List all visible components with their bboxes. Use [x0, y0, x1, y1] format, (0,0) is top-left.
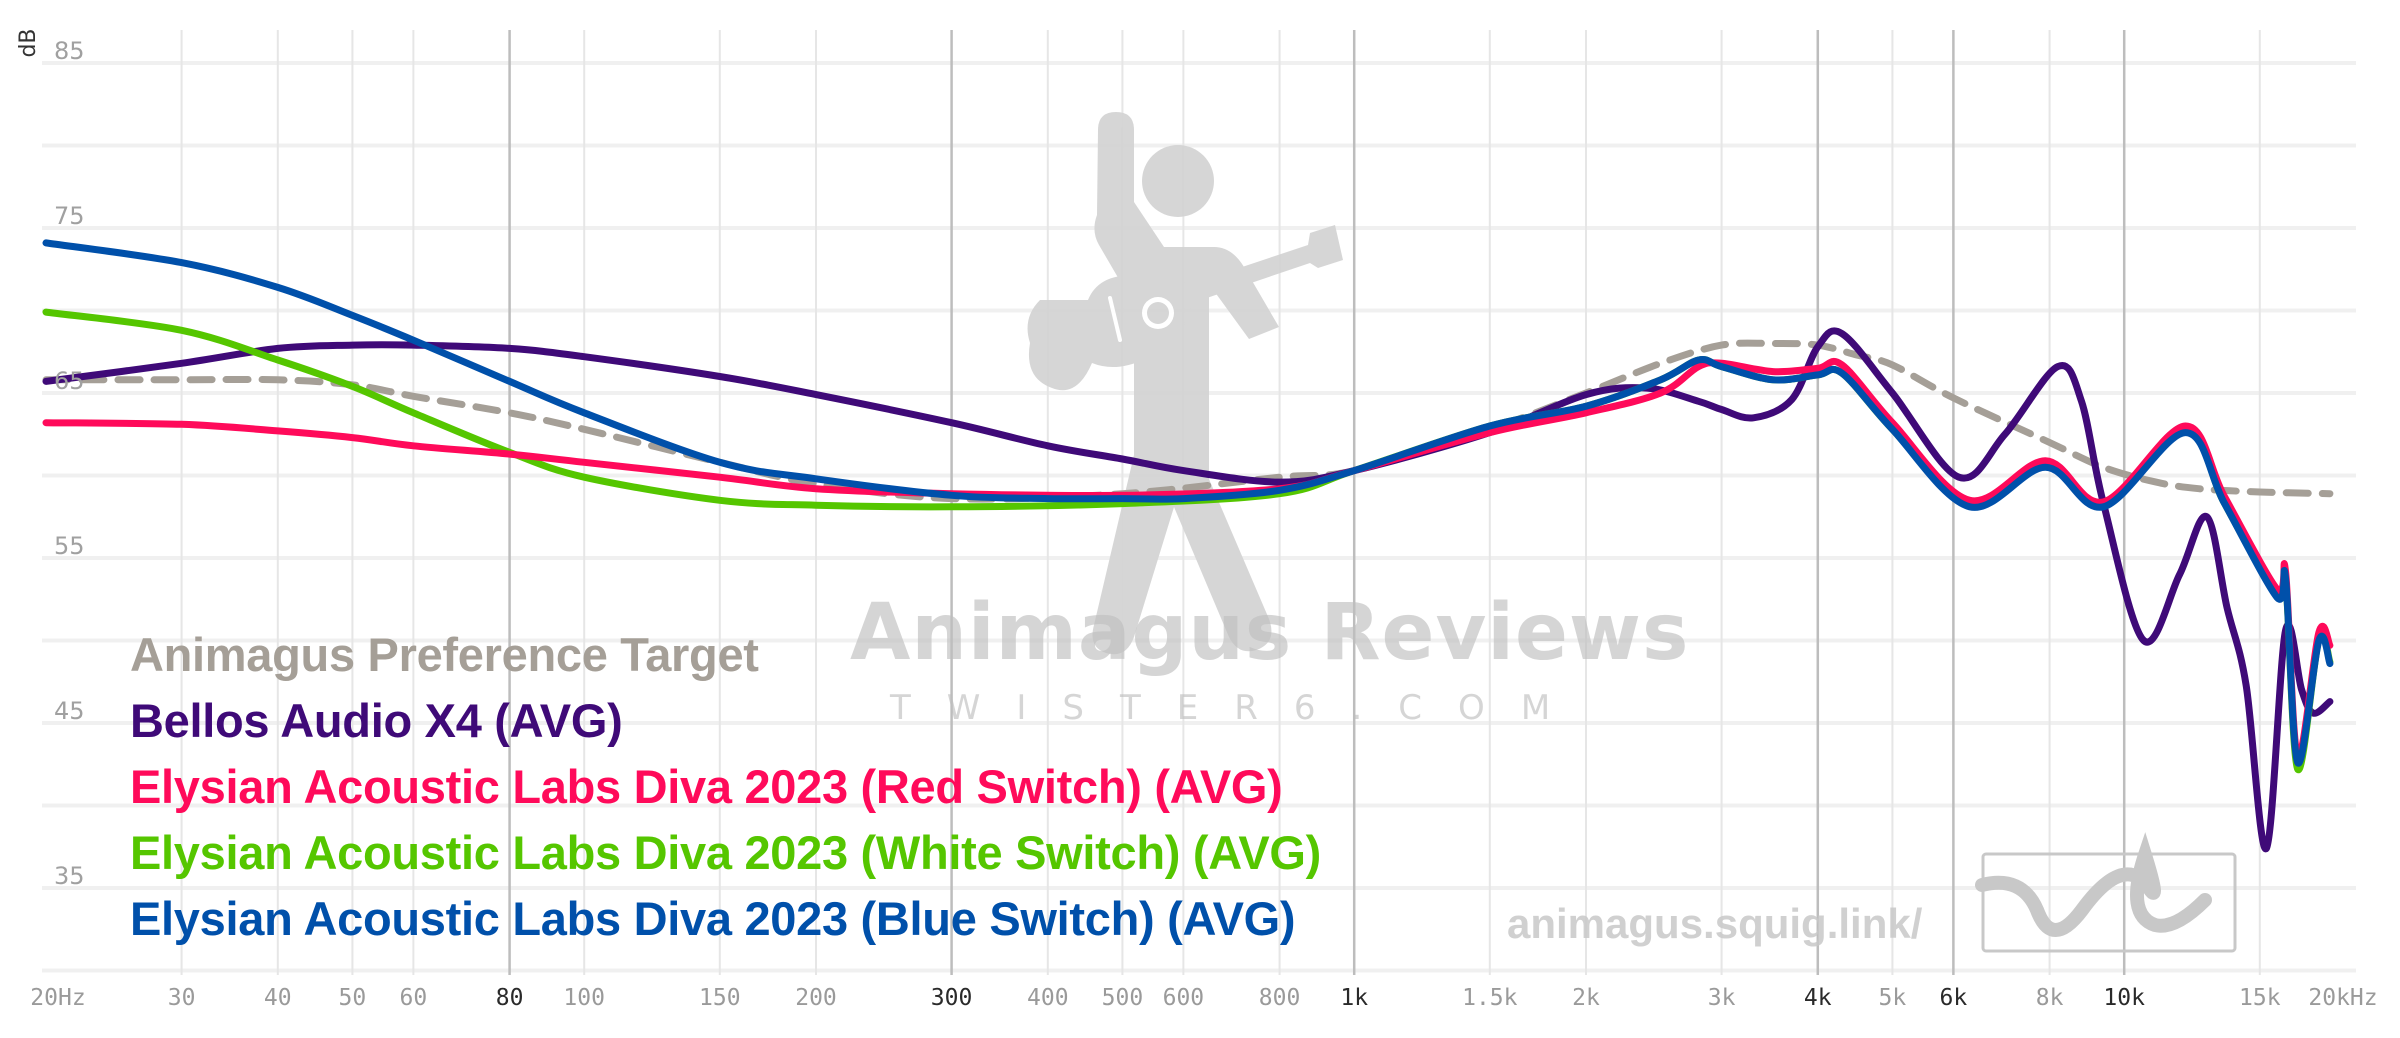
- x-tick-label: 500: [1101, 985, 1144, 1011]
- x-tick-label: 1k: [1340, 985, 1369, 1011]
- diva-blue-curve: [42, 239, 2334, 767]
- x-tick-label: 150: [699, 985, 741, 1011]
- legend-item-diva-white[interactable]: Elysian Acoustic Labs Diva 2023 (White S…: [130, 826, 1322, 879]
- bellos-x4-curve: [42, 327, 2334, 852]
- x-tick-label: 6k: [1939, 985, 1968, 1011]
- x-tick-label: 30: [167, 985, 196, 1011]
- y-tick-label: 35: [54, 862, 85, 890]
- x-tick-label: 60: [399, 985, 428, 1011]
- legend-item-target[interactable]: Animagus Preference Target: [130, 628, 759, 681]
- x-tick-label: 300: [930, 985, 973, 1011]
- y-tick-label: 85: [54, 37, 85, 65]
- x-tick-label: 40: [263, 985, 292, 1011]
- x-tick-label: 100: [563, 985, 605, 1011]
- legend-item-diva-blue[interactable]: Elysian Acoustic Labs Diva 2023 (Blue Sw…: [130, 892, 1296, 945]
- x-tick-label: 1.5k: [1462, 985, 1518, 1011]
- y-tick-label: 45: [54, 697, 85, 725]
- curves: [42, 239, 2334, 852]
- legend: Animagus Preference Target Bellos Audio …: [130, 622, 1321, 952]
- x-tick-label: 8k: [2035, 985, 2064, 1011]
- x-tick-label: 5k: [1878, 985, 1907, 1011]
- x-tick-label: 200: [795, 985, 837, 1011]
- x-tick-label: 3k: [1707, 985, 1736, 1011]
- watermark-url: animagus.squig.link/: [1507, 900, 1923, 947]
- x-tick-label: 2k: [1572, 985, 1600, 1011]
- x-tick-label: 800: [1258, 985, 1301, 1011]
- watermark-title: Animagus Reviews: [850, 588, 1690, 678]
- x-tick-label: 50: [338, 985, 367, 1011]
- legend-item-diva-red[interactable]: Elysian Acoustic Labs Diva 2023 (Red Swi…: [130, 760, 1283, 813]
- y-tick-label: 75: [54, 202, 85, 230]
- watermark-subtitle: TWISTER6.COM: [890, 688, 1587, 728]
- x-tick-label: 400: [1027, 985, 1069, 1011]
- squiglink-logo-icon: [1975, 832, 2237, 953]
- x-tick-label: 20kHz: [2308, 985, 2378, 1011]
- x-tick-label: 600: [1162, 985, 1205, 1011]
- guitar-player-icon: [1027, 112, 1343, 655]
- legend-item-bellos-x4[interactable]: Bellos Audio X4 (AVG): [130, 694, 623, 747]
- y-tick-label: 65: [54, 367, 85, 395]
- y-tick-label: 55: [54, 532, 85, 560]
- x-tick-label: 20Hz: [30, 985, 86, 1011]
- y-axis-unit: dB: [16, 28, 41, 58]
- x-tick-label: 10k: [2103, 985, 2145, 1011]
- x-tick-label: 15k: [2239, 985, 2281, 1011]
- x-tick-label: 4k: [1803, 985, 1832, 1011]
- x-tick-label: 80: [495, 985, 524, 1011]
